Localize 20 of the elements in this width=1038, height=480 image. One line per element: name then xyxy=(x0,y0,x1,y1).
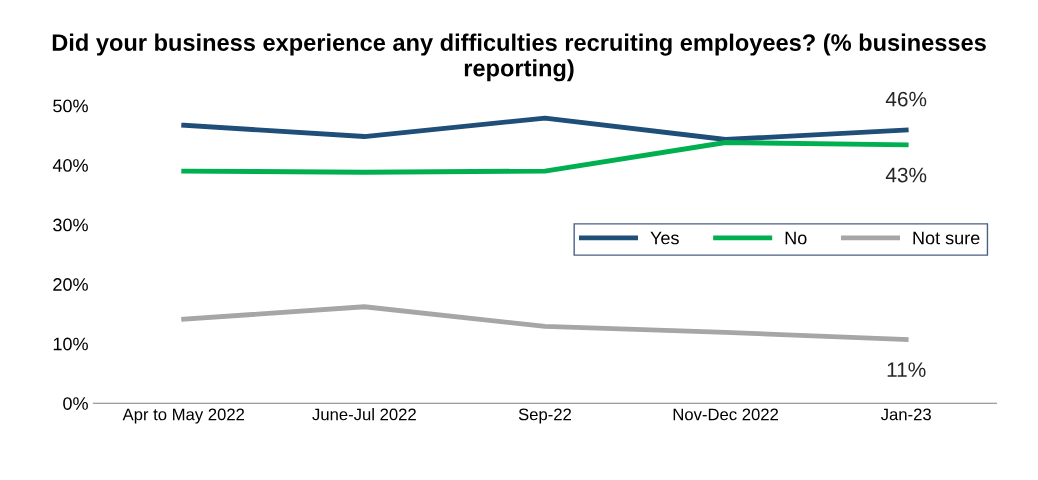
x-tick-label: Jan-23 xyxy=(880,408,931,421)
x-tick-label: Nov-Dec 2022 xyxy=(673,408,778,421)
legend-label: No xyxy=(785,231,807,245)
y-tick-label: 30% xyxy=(53,218,88,232)
y-tick-label: 20% xyxy=(53,278,88,291)
y-tick-label: 40% xyxy=(52,159,88,172)
data-label: 46% xyxy=(885,91,927,107)
chart-title: Did your business experience any difficulties recruiting employees? (% businesses reporting) xyxy=(52,33,986,82)
line-series xyxy=(181,304,909,342)
y-tick-label: 50% xyxy=(53,99,88,113)
line-series xyxy=(181,115,909,142)
data-label: 11% xyxy=(887,362,926,377)
data-label: 43% xyxy=(885,167,927,183)
legend-label: Yes xyxy=(650,231,679,245)
legend-label: Not sure xyxy=(913,231,980,245)
y-tick-label: 0% xyxy=(63,397,88,410)
x-tick-label: Apr to May 2022 xyxy=(122,408,245,424)
x-tick-label: Sep-22 xyxy=(518,408,571,424)
x-tick-label: June-Jul 2022 xyxy=(312,408,416,421)
y-tick-label: 10% xyxy=(53,337,88,351)
